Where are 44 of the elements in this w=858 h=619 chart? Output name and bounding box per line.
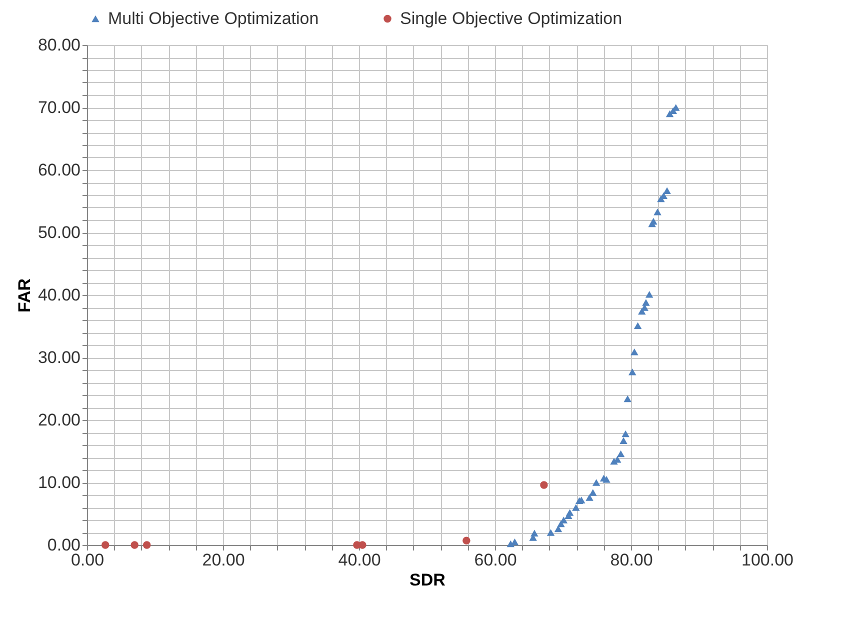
x-tick-label: 100.00 bbox=[742, 550, 794, 570]
point bbox=[546, 529, 555, 536]
point bbox=[642, 299, 650, 306]
point bbox=[589, 489, 597, 496]
y-tick-label: 60.00 bbox=[38, 160, 80, 180]
point bbox=[663, 187, 671, 194]
point bbox=[630, 348, 638, 356]
point bbox=[101, 541, 110, 549]
point bbox=[462, 536, 470, 544]
point bbox=[566, 509, 574, 516]
point bbox=[592, 479, 600, 486]
point bbox=[358, 541, 366, 549]
point bbox=[586, 494, 594, 501]
y-tick-label: 10.00 bbox=[38, 473, 80, 492]
y-tick-label: 50.00 bbox=[38, 223, 80, 242]
y-tick-label: 30.00 bbox=[38, 348, 80, 367]
point bbox=[142, 541, 151, 549]
point bbox=[620, 437, 628, 444]
x-axis-title: SDR bbox=[410, 570, 446, 590]
point bbox=[572, 504, 580, 511]
point bbox=[130, 541, 138, 549]
y-tick-label: 80.00 bbox=[38, 36, 80, 54]
point bbox=[654, 208, 662, 216]
y-tick-label: 20.00 bbox=[38, 410, 80, 430]
point bbox=[540, 481, 548, 489]
legend-label: Multi Objective Optimization bbox=[108, 8, 319, 28]
y-axis-title: FAR bbox=[14, 278, 34, 312]
point bbox=[628, 368, 636, 376]
point bbox=[616, 450, 625, 458]
point bbox=[624, 395, 632, 402]
point bbox=[602, 476, 610, 483]
point bbox=[530, 530, 538, 536]
point bbox=[650, 218, 658, 225]
point bbox=[622, 430, 630, 438]
x-tick-label: 40.00 bbox=[338, 550, 381, 570]
y-tick-label: 40.00 bbox=[38, 286, 80, 304]
point bbox=[645, 291, 654, 298]
legend-label: Single Objective Optimization bbox=[400, 8, 622, 28]
point bbox=[554, 525, 562, 532]
x-tick-label: 20.00 bbox=[202, 550, 245, 570]
point bbox=[634, 322, 642, 329]
x-tick-label: 60.00 bbox=[474, 550, 517, 570]
x-tick-label: 80.00 bbox=[610, 550, 653, 570]
y-tick-label: 70.00 bbox=[38, 98, 80, 117]
